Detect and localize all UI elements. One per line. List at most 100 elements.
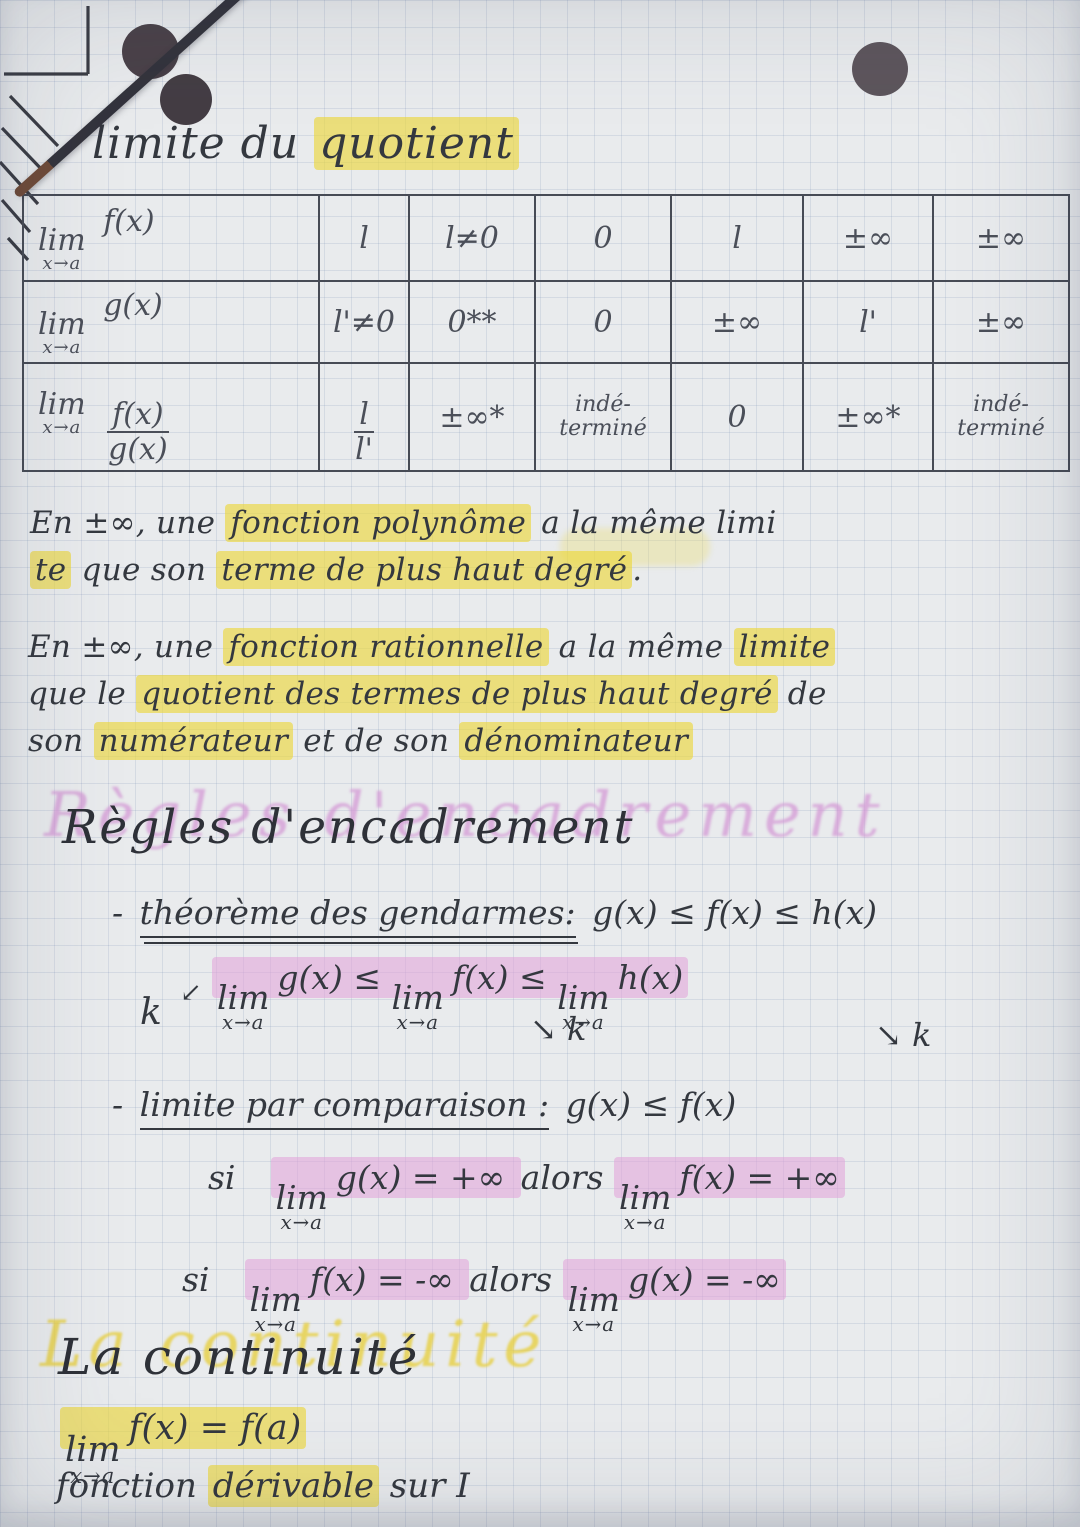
limit-group: lim x→a f(x) = -∞: [244, 1259, 470, 1334]
limit-cell: indé- terminé: [534, 362, 672, 472]
lim-stack: lim x→a: [618, 1178, 672, 1234]
limit-cell: ±∞*: [802, 362, 934, 472]
lim-sub: x→a: [254, 1312, 297, 1336]
lim-sub: x→a: [42, 417, 82, 439]
limit-cell: indé- terminé: [932, 362, 1070, 472]
lim-word: lim: [249, 1280, 302, 1320]
paragraph-line: En ±∞, une fonction polynôme a la même l…: [30, 500, 777, 547]
k-label: k: [140, 992, 162, 1033]
lim-stack: lim x→a: [38, 386, 86, 439]
squeeze-formula: k ↙ lim x→a g(x) ≤ lim x→a f(x) ≤ lim x→…: [140, 957, 1060, 1068]
text-segment: limite: [733, 628, 836, 666]
leq-sign: ≤: [519, 958, 547, 997]
paragraph-line: que le quotient des termes de plus haut …: [28, 671, 835, 718]
lim-sub: x→a: [572, 1312, 616, 1336]
gendarmes-label: théorème des gendarmes:: [139, 893, 576, 938]
lim-stack: lim x→a: [276, 1181, 328, 1232]
text-segment: quotient des termes de plus haut degré: [136, 675, 778, 713]
gendarmes-inequality: g(x) ≤ f(x) ≤ h(x): [592, 893, 878, 932]
si-implication-line: si lim x→a f(x) = -∞ alors lim x→a g(x) …: [182, 1259, 786, 1336]
gendarmes-line: - théorème des gendarmes: g(x) ≤ f(x) ≤ …: [112, 893, 878, 938]
lim-expr: f(x) = -∞: [309, 1260, 454, 1299]
continuity-formula: lim x→a f(x) = f(a): [60, 1407, 307, 1487]
lim-stack: lim x→a: [217, 978, 270, 1034]
paragraph-line: son numérateur et de son dénominateur: [28, 718, 835, 765]
squeeze-highlight: lim x→a g(x) ≤ lim x→a f(x) ≤ lim x→a h(…: [212, 957, 689, 1032]
lim-word: lim: [65, 1429, 121, 1470]
lim-sub: x→a: [70, 1463, 116, 1488]
title-highlighted-word: quotient: [314, 117, 519, 170]
limit-cell: l: [318, 194, 410, 282]
text-segment: de: [777, 676, 827, 712]
title-text: limite du: [92, 118, 315, 169]
arrow-down-k: ↘ k: [875, 1016, 932, 1054]
arrow-to-k-icon: ↙: [180, 978, 202, 1008]
lim-sub: x→a: [42, 337, 82, 358]
table-row: lim x→a f(x) l l≠0 0 l ±∞ ±∞: [22, 194, 1070, 282]
ink-dot: [160, 74, 212, 125]
limit-cell: 0: [534, 194, 672, 282]
comparaison-inequality: g(x) ≤ f(x): [565, 1085, 737, 1124]
paragraph-line: En ±∞, une fonction rationnelle a la mêm…: [28, 624, 836, 671]
limits-quotient-table: lim x→a f(x) l l≠0 0 l ±∞ ±∞ lim x→a g(x…: [22, 194, 1070, 472]
text-segment: fonction: [56, 1466, 208, 1506]
ink-dot: [852, 42, 908, 96]
lim-sub: x→a: [562, 1010, 605, 1034]
limit-cell: l≠0: [408, 194, 536, 282]
text-segment: et de son: [293, 723, 460, 759]
text-segment: .: [632, 552, 643, 588]
fraction-numerator: f(x): [107, 398, 169, 433]
corner-doodle-icon: [0, 6, 90, 262]
limit-group: lim x→a f(x) = +∞: [613, 1157, 845, 1232]
lim-expr: g(x) = -∞: [627, 1260, 781, 1299]
comparaison-line: - limite par comparaison : g(x) ≤ f(x): [112, 1085, 737, 1130]
lim-sub: x→a: [623, 1210, 667, 1234]
continuity-highlight: lim x→a f(x) = f(a): [60, 1407, 307, 1486]
lim-word: lim: [567, 1280, 620, 1320]
lim-word: lim: [557, 978, 610, 1018]
text-segment: En ±∞, une: [30, 505, 226, 541]
text-segment: a la même limi: [531, 505, 777, 541]
limit-group: lim x→a g(x) = +∞: [270, 1157, 521, 1232]
section-heading-encadrement: Règles d'encadrement: [62, 800, 635, 855]
lim-word: lim: [217, 978, 270, 1018]
text-segment: fonction polynôme: [225, 504, 532, 542]
lim-word: lim: [38, 386, 86, 422]
text-segment: que son: [71, 552, 217, 588]
limit-cell: ±∞*: [408, 362, 536, 472]
lim-word: lim: [618, 1178, 672, 1218]
arrow-down-k: ↘ k: [530, 1010, 587, 1048]
leq-sign: ≤: [353, 958, 382, 997]
text-segment: fonction rationnelle: [223, 628, 549, 666]
fraction-denominator: g(x): [108, 431, 168, 467]
fraction-numerator: l: [354, 398, 374, 433]
limit-cell: 0: [534, 280, 672, 364]
text-segment: son: [28, 723, 94, 759]
limit-cell: l: [670, 194, 804, 282]
section-heading-continuite: La continuité: [58, 1328, 420, 1386]
lim-word: lim: [391, 978, 444, 1018]
lim-stack: lim x→a: [249, 1280, 302, 1336]
lim-expr: g(x) = +∞: [335, 1158, 506, 1197]
squeeze-inequality: lim x→a g(x) ≤ lim x→a f(x) ≤ lim x→a h(…: [212, 957, 689, 1033]
note-paragraph-polynome: En ±∞, une fonction polynôme a la même l…: [30, 500, 777, 594]
fraction-denominator: l': [355, 431, 373, 467]
text-segment: dénominateur: [459, 722, 694, 760]
comparaison-label: limite par comparaison :: [139, 1085, 550, 1130]
si-word: si: [208, 1158, 236, 1197]
lim-stack: lim x→a: [567, 1280, 620, 1336]
lim-expr: g(x): [103, 287, 163, 323]
text-segment: numérateur: [93, 722, 294, 760]
text-segment: dérivable: [207, 1465, 379, 1507]
note-paragraph-rationnelle: En ±∞, une fonction rationnelle a la mêm…: [28, 624, 836, 765]
si-implication-line: si lim x→a g(x) = +∞ alors lim x→a f(x) …: [208, 1157, 845, 1233]
alors-word: alors: [469, 1260, 553, 1299]
lim-sub: x→a: [221, 1010, 265, 1034]
lim-word: lim: [38, 222, 86, 258]
text-segment: En ±∞, une: [28, 629, 224, 665]
lim-stack: lim x→a: [391, 978, 444, 1032]
dash: -: [112, 1085, 124, 1124]
alors-word: alors: [520, 1158, 604, 1197]
table-row: lim x→a g(x) l'≠0 0** 0 ±∞ l' ±∞: [22, 280, 1070, 364]
text-segment: sur I: [378, 1466, 470, 1506]
